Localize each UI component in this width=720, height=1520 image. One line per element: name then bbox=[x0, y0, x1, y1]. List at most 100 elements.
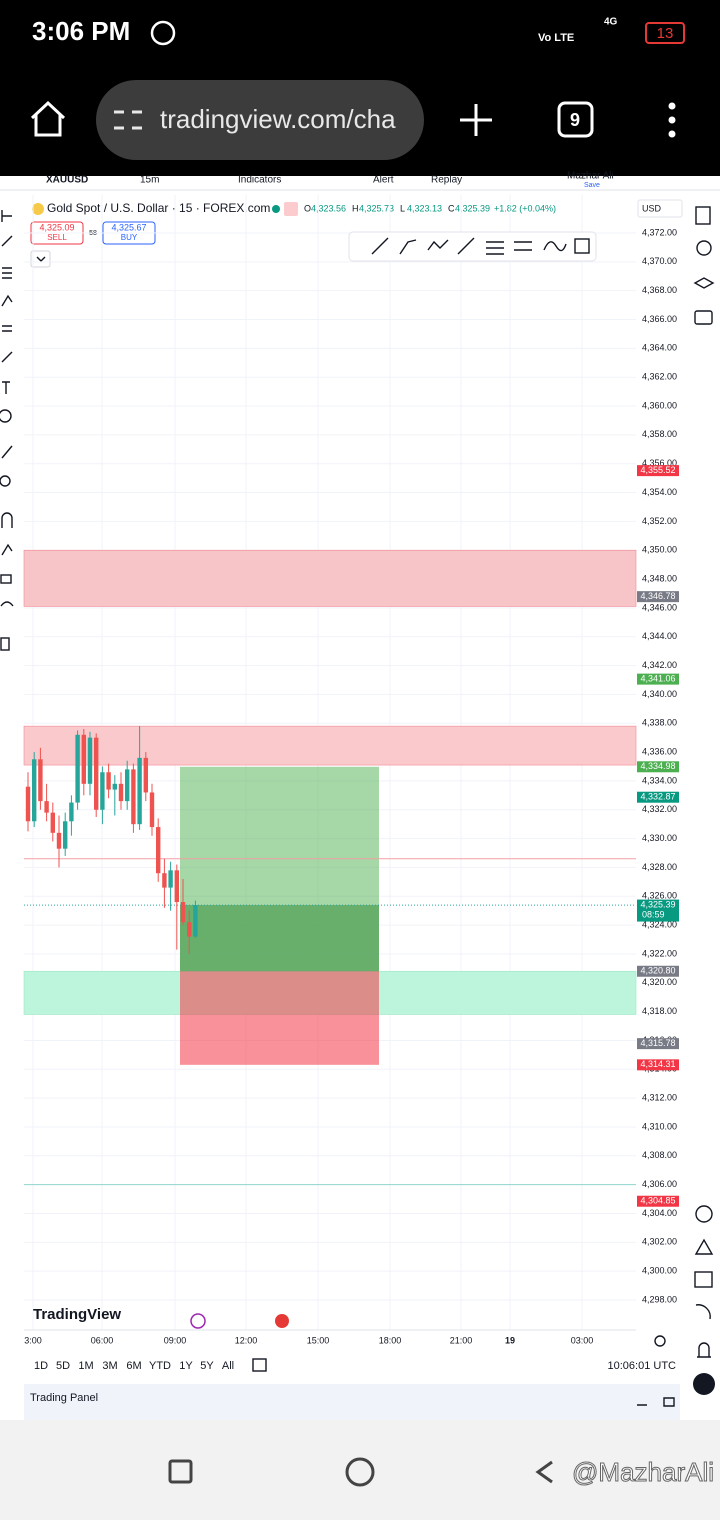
price-badge bbox=[637, 591, 679, 603]
candle-body bbox=[180, 902, 186, 923]
panel-controls[interactable] bbox=[637, 1397, 675, 1407]
period-button[interactable]: 1Y bbox=[179, 1360, 193, 1372]
y-tick-label: 4,328.00 bbox=[642, 862, 677, 872]
zone bbox=[23, 549, 637, 607]
nav-bar bbox=[0, 1420, 720, 1520]
period-button[interactable]: 5D bbox=[56, 1360, 70, 1372]
x-tick-label: 3:00 bbox=[24, 1335, 42, 1345]
tabs-button[interactable] bbox=[557, 101, 594, 138]
candle-body bbox=[75, 734, 80, 803]
ohlc-value: 4,325.73 bbox=[359, 203, 394, 213]
candle-body bbox=[149, 792, 155, 828]
url-bar[interactable] bbox=[96, 80, 424, 160]
y-tick-label: 4,370.00 bbox=[642, 256, 677, 266]
indicators[interactable]: Indicators bbox=[238, 175, 281, 186]
battery bbox=[645, 22, 685, 44]
ohlc-value: 4,323.56 bbox=[311, 203, 346, 213]
period-button[interactable]: All bbox=[222, 1360, 234, 1372]
left-toolbar[interactable] bbox=[0, 210, 14, 651]
candle-body bbox=[162, 873, 167, 888]
home-button[interactable] bbox=[30, 100, 66, 137]
ohlc-key: H bbox=[352, 203, 359, 213]
candle-body bbox=[131, 769, 136, 825]
y-tick-label: 4,372.00 bbox=[642, 227, 677, 237]
buy-price: 4,325.67 bbox=[111, 222, 146, 232]
candle-body bbox=[87, 737, 93, 784]
chevron bbox=[36, 256, 46, 262]
price-badge-label: 4,334.98 bbox=[640, 761, 675, 771]
ohlc-key: O bbox=[304, 203, 311, 213]
interval[interactable]: 15m bbox=[140, 175, 159, 186]
event-marker[interactable] bbox=[190, 1313, 206, 1329]
candle-body bbox=[112, 783, 117, 790]
y-tick-label: 4,330.00 bbox=[642, 833, 677, 843]
back-button[interactable] bbox=[535, 1460, 553, 1484]
collapse-legend[interactable] bbox=[30, 250, 51, 268]
clock: 3:06 PM bbox=[32, 16, 130, 46]
recents-button[interactable] bbox=[168, 1459, 193, 1484]
axis-settings[interactable] bbox=[654, 1335, 666, 1347]
price-badge bbox=[637, 965, 679, 977]
y-tick-label: 4,308.00 bbox=[642, 1150, 677, 1160]
y-tick-label: 4,366.00 bbox=[642, 314, 677, 324]
period-button[interactable]: YTD bbox=[149, 1360, 171, 1372]
candle-body bbox=[50, 812, 55, 833]
y-tick-label: 4,326.00 bbox=[642, 891, 677, 901]
ohlc-key: L bbox=[400, 203, 405, 213]
drawing-tools[interactable] bbox=[371, 237, 590, 255]
home-nav[interactable] bbox=[345, 1457, 375, 1487]
network: 4G bbox=[604, 17, 618, 28]
url: tradingview.com/cha bbox=[160, 104, 396, 134]
ohlc-value: 4,323.13 bbox=[407, 203, 442, 213]
replay[interactable]: Replay bbox=[431, 175, 462, 186]
right-sidebar[interactable] bbox=[693, 206, 715, 1358]
more-apps[interactable] bbox=[693, 1373, 715, 1395]
save[interactable]: Save bbox=[584, 182, 600, 189]
time-axis: 3:00 06:00 09:00 12:00 15:00 18:00 21:00 19 03:0… bbox=[24, 1335, 593, 1345]
candle-body bbox=[38, 759, 43, 802]
data-status bbox=[284, 202, 298, 216]
y-tick-label: 4,342.00 bbox=[642, 660, 677, 670]
utc-clock: 10:06:01 UTC bbox=[608, 1360, 677, 1372]
y-tick-label: 4,338.00 bbox=[642, 718, 677, 728]
menu[interactable] bbox=[668, 102, 676, 138]
ohlc-key: C bbox=[448, 203, 455, 213]
candle-body bbox=[106, 772, 111, 790]
y-tick-label: 4,324.00 bbox=[642, 919, 677, 929]
x-tick-label: 06:00 bbox=[91, 1335, 114, 1345]
chart-toolbar bbox=[0, 176, 720, 190]
site-settings[interactable] bbox=[114, 110, 142, 130]
x-tick-label: 18:00 bbox=[379, 1335, 402, 1345]
new-tab[interactable] bbox=[460, 104, 492, 136]
price-badge-label: 4,332.87 bbox=[640, 792, 675, 802]
period-button[interactable]: 1M bbox=[78, 1360, 93, 1372]
candle-body bbox=[25, 786, 31, 822]
y-tick-label: 4,348.00 bbox=[642, 573, 677, 583]
event-marker[interactable] bbox=[275, 1314, 289, 1328]
ohlc-change: +1.82 (+0.04%) bbox=[494, 203, 556, 213]
trading-panel[interactable] bbox=[24, 1384, 680, 1420]
date-range[interactable] bbox=[252, 1358, 267, 1372]
y-tick-label: 4,364.00 bbox=[642, 343, 677, 353]
alert[interactable]: Alert bbox=[373, 175, 394, 186]
period-button[interactable]: 5Y bbox=[200, 1360, 214, 1372]
countdown: 08:59 bbox=[642, 909, 665, 919]
facebook-icon bbox=[150, 20, 176, 46]
period-buttons: 1D 5D 1M 3M 6M YTD 1Y 5Y All bbox=[34, 1360, 234, 1372]
volte: Vo LTE bbox=[538, 32, 574, 44]
period-button[interactable]: 6M bbox=[126, 1360, 141, 1372]
currency-button[interactable] bbox=[637, 199, 683, 218]
price-badge-label: 4,320.80 bbox=[640, 966, 675, 976]
y-tick-label: 4,358.00 bbox=[642, 429, 677, 439]
candle-body bbox=[81, 734, 86, 784]
symbol[interactable]: XAUUSD bbox=[46, 175, 88, 186]
price-badge bbox=[637, 791, 679, 803]
tab-count: 9 bbox=[570, 110, 580, 130]
y-tick-label: 4,352.00 bbox=[642, 516, 677, 526]
candle-body bbox=[63, 821, 68, 849]
y-tick-label: 4,340.00 bbox=[642, 689, 677, 699]
period-button[interactable]: 1D bbox=[34, 1360, 48, 1372]
y-tick-label: 4,322.00 bbox=[642, 948, 677, 958]
period-button[interactable]: 3M bbox=[102, 1360, 117, 1372]
zone bbox=[23, 725, 637, 766]
